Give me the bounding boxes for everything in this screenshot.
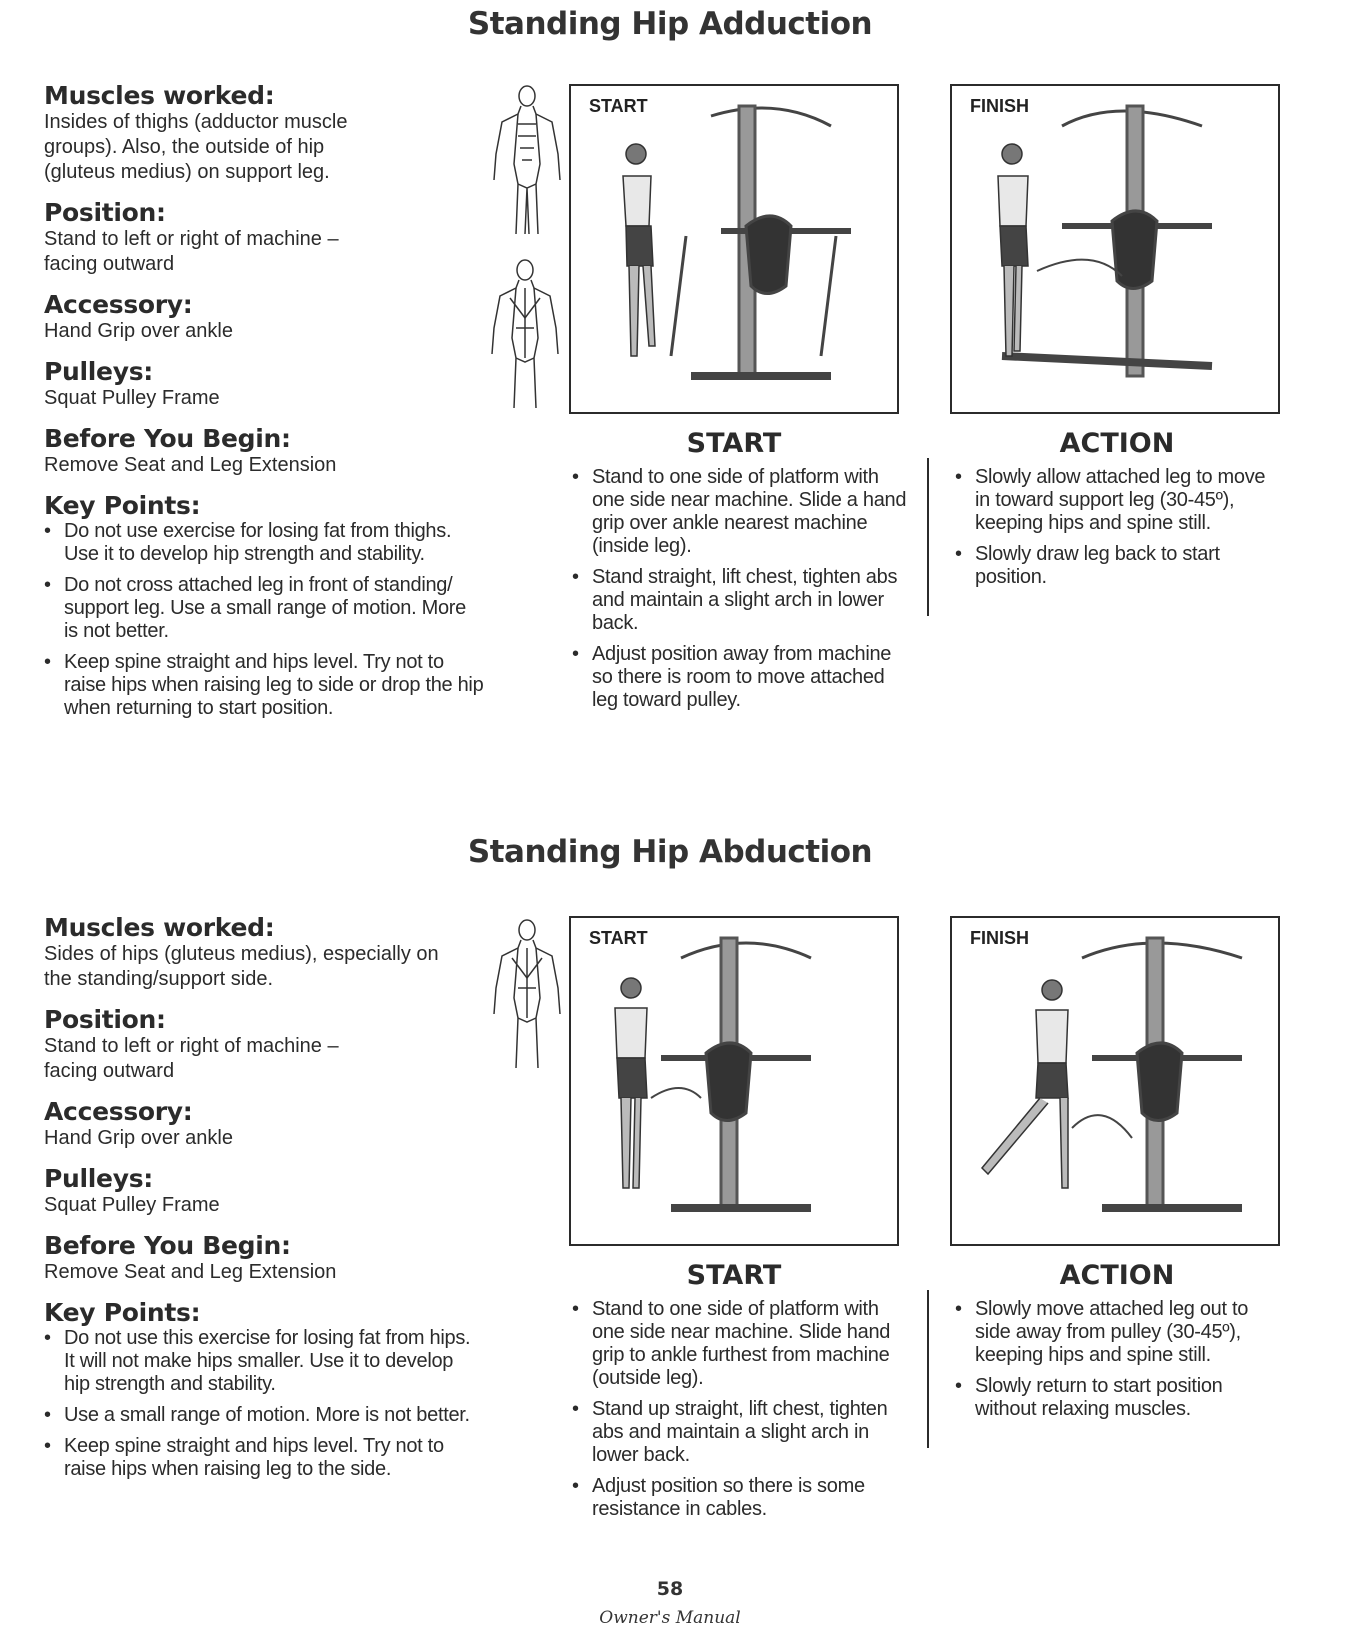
position-text: Stand to left or right of machine – faci…	[44, 1035, 339, 1082]
start-step: Stand straight, lift chest, tighten abs …	[572, 566, 912, 635]
muscles-text: Sides of hips (gluteus medius), especial…	[44, 943, 439, 990]
pulleys-text: Squat Pulley Frame	[44, 387, 220, 409]
key-point: Do not use this exercise for losing fat …	[44, 1327, 484, 1396]
position-label: Position:	[44, 198, 166, 227]
accessory-label: Accessory:	[44, 290, 193, 319]
column-divider	[927, 1290, 929, 1448]
action-step: Slowly return to start position without …	[955, 1375, 1285, 1421]
action-step: Slowly move attached leg out to side awa…	[955, 1298, 1285, 1367]
action-step: Slowly draw leg back to start position.	[955, 543, 1285, 589]
before-text: Remove Seat and Leg Extension	[44, 1261, 337, 1283]
exercise-info-abduction: Muscles worked: Sides of hips (gluteus m…	[44, 914, 484, 1489]
key-point: Keep spine straight and hips level. Try …	[44, 1435, 484, 1481]
machine-illustration	[980, 936, 1243, 1212]
position-text: Stand to left or right of machine – faci…	[44, 228, 339, 275]
muscles-label: Muscles worked:	[44, 913, 275, 942]
key-point: Keep spine straight and hips level. Try …	[44, 651, 484, 720]
key-point: Do not use exercise for losing fat from …	[44, 520, 484, 566]
photo-start-adduction: START	[569, 84, 899, 414]
machine-illustration	[622, 104, 851, 380]
start-heading: START	[686, 428, 782, 459]
position-label: Position:	[44, 1005, 166, 1034]
section-title-abduction: Standing Hip Abduction	[467, 834, 873, 870]
key-points-label: Key Points:	[44, 491, 201, 520]
action-heading: ACTION	[1059, 428, 1175, 459]
muscles-label: Muscles worked:	[44, 81, 275, 110]
photo-start-abduction: START	[569, 916, 899, 1246]
start-steps-list: Stand to one side of platform with one s…	[572, 1298, 912, 1529]
accessory-text: Hand Grip over ankle	[44, 1127, 233, 1149]
pulleys-label: Pulleys:	[44, 1164, 153, 1193]
before-label: Before You Begin:	[44, 1231, 291, 1260]
before-label: Before You Begin:	[44, 424, 291, 453]
start-step: Stand up straight, lift chest, tighten a…	[572, 1398, 912, 1467]
action-heading: ACTION	[1059, 1260, 1175, 1291]
start-step: Adjust position so there is some resista…	[572, 1475, 912, 1521]
anatomy-front-figure	[493, 85, 561, 235]
start-steps-list: Stand to one side of platform with one s…	[572, 466, 912, 720]
exercise-info-adduction: Muscles worked: Insides of thighs (adduc…	[44, 82, 484, 728]
photo-finish-label: FINISH	[970, 96, 1030, 116]
key-points-label: Key Points:	[44, 1298, 201, 1327]
action-step: Slowly allow attached leg to move in tow…	[955, 466, 1285, 535]
key-point: Do not cross attached leg in front of st…	[44, 574, 484, 643]
photo-start-label: START	[589, 96, 648, 116]
action-steps-list: Slowly move attached leg out to side awa…	[955, 1298, 1285, 1429]
start-step: Stand to one side of platform with one s…	[572, 1298, 912, 1390]
key-points-list: Do not use this exercise for losing fat …	[44, 1327, 484, 1481]
photo-finish-abduction: FINISH	[950, 916, 1280, 1246]
anatomy-back-figure	[491, 259, 559, 409]
action-steps-list: Slowly allow attached leg to move in tow…	[955, 466, 1285, 597]
page-footer: Owner's Manual	[599, 1608, 741, 1628]
photo-finish-label: FINISH	[970, 928, 1030, 948]
start-step: Stand to one side of platform with one s…	[572, 466, 912, 558]
machine-illustration	[614, 936, 812, 1212]
page-number: 58	[656, 1578, 684, 1600]
photo-finish-adduction: FINISH	[950, 84, 1280, 414]
anatomy-back-figure	[493, 919, 561, 1069]
start-step: Adjust position away from machine so the…	[572, 643, 912, 712]
section-title-adduction: Standing Hip Adduction	[467, 6, 873, 42]
before-text: Remove Seat and Leg Extension	[44, 454, 337, 476]
machine-illustration	[997, 104, 1213, 378]
pulleys-label: Pulleys:	[44, 357, 153, 386]
accessory-text: Hand Grip over ankle	[44, 320, 233, 342]
key-point: Use a small range of motion. More is not…	[44, 1404, 484, 1427]
accessory-label: Accessory:	[44, 1097, 193, 1126]
pulleys-text: Squat Pulley Frame	[44, 1194, 220, 1216]
photo-start-label: START	[589, 928, 648, 948]
muscles-text: Insides of thighs (adductor muscle group…	[44, 111, 348, 183]
column-divider	[927, 458, 929, 616]
key-points-list: Do not use exercise for losing fat from …	[44, 520, 484, 720]
start-heading: START	[686, 1260, 782, 1291]
